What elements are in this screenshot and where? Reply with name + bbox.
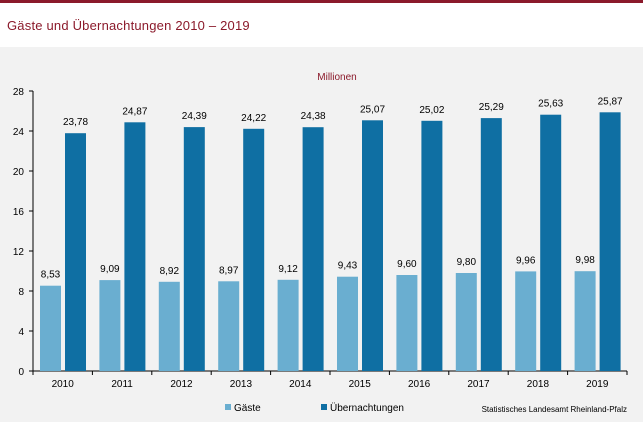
- legend-item-gaeste: Gäste: [225, 403, 261, 414]
- data-label: 23,78: [63, 117, 88, 128]
- data-label: 25,29: [479, 102, 504, 113]
- data-label: 9,96: [516, 255, 536, 266]
- data-label: 25,07: [360, 104, 385, 115]
- bar-uebernachtungen: [480, 118, 502, 371]
- bar-series: [40, 112, 621, 372]
- data-label: 8,53: [41, 270, 61, 281]
- data-label: 24,87: [122, 106, 147, 117]
- bar-uebernachtungen: [599, 112, 621, 372]
- data-labels: 8,53 23,78 9,09 24,87 8,92 24,39 8,97 24,22 9,12…: [41, 96, 623, 280]
- bar-gaeste: [158, 281, 180, 371]
- y-tick-label: 8: [18, 287, 24, 298]
- bar-gaeste: [396, 275, 418, 371]
- data-label: 25,87: [598, 96, 623, 107]
- bar-gaeste: [574, 271, 596, 371]
- y-tick-label: 24: [13, 127, 25, 138]
- legend: Gäste Übernachtungen: [225, 402, 404, 414]
- data-label: 9,98: [575, 255, 595, 266]
- x-tick-label: 2012: [170, 379, 193, 390]
- data-label: 24,39: [182, 111, 207, 122]
- legend-swatch: [225, 404, 231, 410]
- bar-gaeste: [337, 276, 358, 371]
- bar-gaeste: [40, 285, 61, 371]
- data-label: 9,43: [338, 261, 358, 272]
- bar-uebernachtungen: [421, 120, 443, 371]
- bar-uebernachtungen: [65, 133, 86, 371]
- x-tick-label: 2010: [52, 379, 75, 390]
- y-tick-label: 20: [13, 167, 25, 178]
- y-tick-label: 4: [18, 327, 24, 338]
- bar-gaeste: [277, 279, 299, 371]
- bar-uebernachtungen: [302, 127, 324, 371]
- data-label: 9,80: [457, 257, 477, 268]
- x-tick-label: 2011: [111, 379, 133, 390]
- source-note: Statistisches Landesamt Rheinland-Pfalz: [482, 405, 627, 414]
- bar-gaeste: [455, 273, 477, 371]
- unit-label: Millionen: [317, 72, 356, 83]
- bar-uebernachtungen: [124, 122, 146, 371]
- data-label: 8,97: [219, 265, 239, 276]
- data-label: 25,02: [419, 105, 444, 116]
- y-axis: 0 4 8 12 16 20 24 28: [13, 87, 34, 378]
- x-tick-label: 2015: [349, 379, 372, 390]
- data-label: 8,92: [160, 266, 180, 277]
- data-label: 24,22: [241, 113, 266, 124]
- bar-uebernachtungen: [540, 114, 562, 371]
- x-axis: 2010 2011 2012 2013 2014 2015 2016 2017 2018 2019: [32, 370, 628, 390]
- data-label: 24,38: [301, 111, 326, 122]
- x-tick-label: 2018: [527, 379, 550, 390]
- y-tick-label: 12: [13, 247, 25, 258]
- y-tick-label: 28: [13, 87, 25, 98]
- x-tick-label: 2016: [408, 379, 431, 390]
- bar-gaeste: [99, 280, 121, 371]
- legend-label: Übernachtungen: [330, 402, 404, 414]
- x-tick-label: 2019: [586, 379, 609, 390]
- data-label: 25,63: [538, 99, 563, 110]
- data-label: 9,09: [100, 264, 120, 275]
- data-label: 9,60: [397, 259, 417, 270]
- legend-swatch: [321, 404, 327, 410]
- y-tick-label: 16: [13, 207, 25, 218]
- bar-uebernachtungen: [243, 128, 265, 371]
- x-tick-label: 2013: [230, 379, 253, 390]
- bar-gaeste: [218, 281, 240, 371]
- legend-item-uebernachtungen: Übernachtungen: [321, 402, 404, 414]
- bar-uebernachtungen: [183, 127, 205, 371]
- legend-label: Gäste: [234, 403, 261, 414]
- bar-uebernachtungen: [362, 120, 383, 371]
- x-tick-label: 2014: [289, 379, 312, 390]
- y-tick-label: 0: [18, 367, 24, 378]
- data-label: 9,12: [278, 264, 298, 275]
- top-accent-rule: [0, 0, 643, 3]
- chart-title: Gäste und Übernachtungen 2010 – 2019: [7, 18, 250, 33]
- x-tick-label: 2017: [467, 379, 490, 390]
- header-band: Gäste und Übernachtungen 2010 – 2019: [0, 3, 643, 47]
- bar-gaeste: [515, 271, 537, 371]
